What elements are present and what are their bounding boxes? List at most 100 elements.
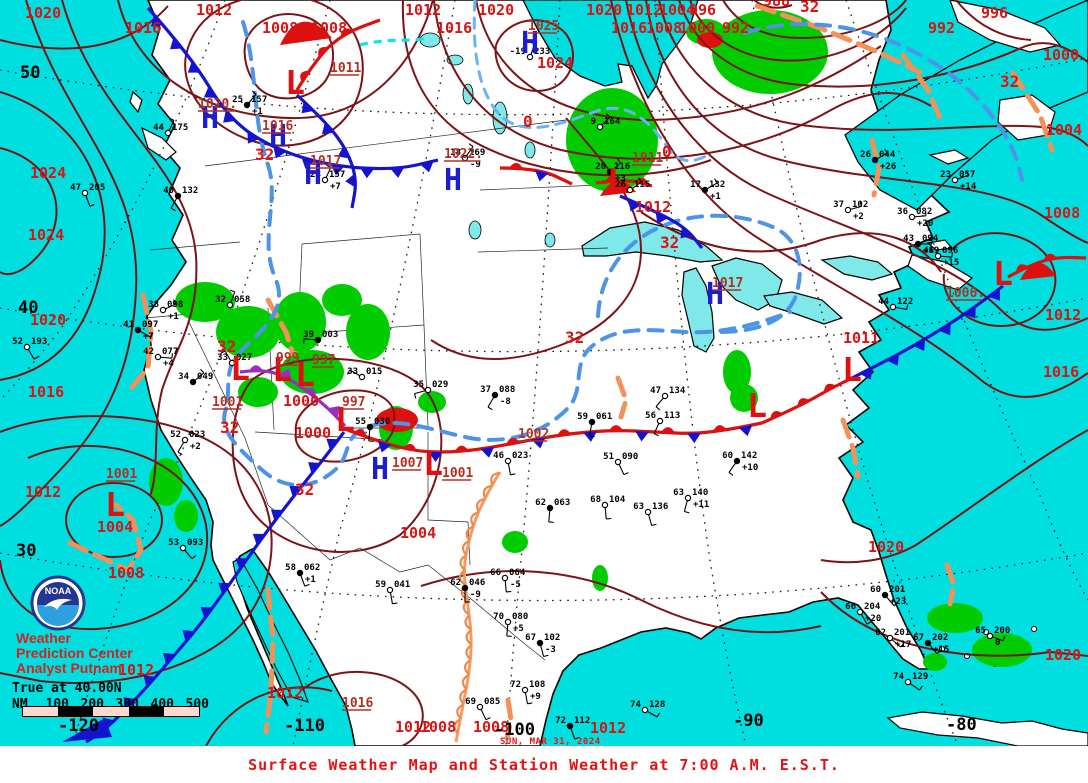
isobar-value-label: 996 bbox=[689, 1, 716, 19]
island-speck bbox=[1031, 626, 1037, 632]
station-plot: 62 063 bbox=[535, 498, 570, 523]
svg-text:37: 37 bbox=[480, 385, 491, 395]
isobar-value-label: 1008 bbox=[420, 718, 456, 736]
warm-front-lobe bbox=[280, 21, 332, 45]
station-plot: 40 132 bbox=[163, 186, 198, 212]
station-plot: 37 088 -8 bbox=[480, 385, 515, 411]
svg-text:+2: +2 bbox=[190, 442, 201, 452]
svg-text:44: 44 bbox=[878, 297, 889, 307]
svg-text:40: 40 bbox=[163, 186, 174, 196]
station-plot: 42 077 +4 bbox=[143, 347, 178, 369]
svg-text:33: 33 bbox=[217, 353, 228, 363]
svg-text:096: 096 bbox=[942, 246, 958, 256]
station-plot: 41 097 +7 bbox=[123, 320, 158, 342]
svg-text:0: 0 bbox=[995, 638, 1000, 648]
isobar-value-label: 1012 bbox=[635, 198, 671, 216]
isobar-line bbox=[184, 0, 364, 147]
low-pressure-symbol: L bbox=[295, 355, 315, 394]
station-plot: 43 094 +19 bbox=[903, 234, 939, 256]
station-plot: 65 200 0 bbox=[975, 626, 1010, 648]
high-pressure-symbol: H bbox=[521, 26, 539, 61]
station-plot: 26 044 +26 bbox=[860, 148, 896, 172]
occluded-front bbox=[239, 365, 347, 428]
isotherm-value-label: 32 bbox=[220, 418, 239, 437]
station-plot: 23 057 +14 bbox=[940, 170, 977, 192]
svg-text:58: 58 bbox=[285, 563, 296, 573]
station-plot: 67 202 +15 bbox=[913, 633, 949, 655]
map-title: Surface Weather Map and Station Weather … bbox=[248, 756, 840, 774]
trough-line bbox=[504, 697, 514, 741]
station-plot: 52 023 +2 bbox=[170, 430, 205, 456]
graticule-line bbox=[0, 0, 226, 401]
state-border bbox=[419, 233, 425, 326]
svg-text:74: 74 bbox=[893, 672, 904, 682]
island bbox=[141, 126, 177, 161]
isobar-value-label: 992 bbox=[722, 19, 749, 37]
center-pressure-label: 1016 bbox=[262, 119, 293, 134]
isobar-value-label: 1020 bbox=[478, 1, 514, 19]
isobar-line bbox=[645, 0, 1088, 244]
trough-line bbox=[263, 587, 276, 735]
trough-line bbox=[67, 502, 144, 573]
svg-text:72: 72 bbox=[510, 680, 521, 690]
station-plot: 37 102 +2 bbox=[833, 200, 868, 222]
svg-text:041: 041 bbox=[394, 580, 410, 590]
svg-text:116: 116 bbox=[614, 162, 630, 172]
svg-text:23: 23 bbox=[940, 170, 951, 180]
cold-front bbox=[85, 431, 346, 744]
station-plot: 63 136 bbox=[633, 502, 668, 527]
dryline-front bbox=[453, 471, 502, 743]
station-plot: 68 104 bbox=[590, 495, 626, 520]
isotherm-value-label: 32 bbox=[217, 337, 236, 356]
island-cuba bbox=[886, 711, 1088, 747]
isobar-value-label: 1016 bbox=[28, 383, 64, 401]
station-plot: 60 201 +23 bbox=[870, 585, 906, 607]
isobar-value-label: 1012 bbox=[196, 1, 232, 19]
hudson-bay bbox=[522, 0, 699, 100]
state-border bbox=[204, 119, 567, 167]
svg-text:41: 41 bbox=[123, 320, 134, 330]
station-plot: 32 058 bbox=[215, 289, 250, 309]
island bbox=[928, 149, 970, 165]
svg-text:68: 68 bbox=[590, 495, 601, 505]
station-plot: 70 080 +5 bbox=[493, 612, 528, 637]
isobar-value-label: 1024 bbox=[28, 226, 64, 244]
stationary-front bbox=[344, 421, 763, 462]
station-plot: 55 030 bbox=[355, 417, 390, 442]
scale-truth-label: True at 40.00N bbox=[12, 681, 122, 696]
trough-line bbox=[944, 562, 957, 607]
station-plot: 44 175 bbox=[153, 117, 188, 137]
station-plot: 72 108 +9 bbox=[510, 680, 545, 705]
svg-text:47: 47 bbox=[70, 183, 81, 193]
isobar-value-label: 1020 bbox=[30, 311, 66, 329]
graticule-layer bbox=[0, 0, 1088, 747]
low-pressure-symbol: L bbox=[230, 349, 250, 388]
isotherm-value-label: 0 bbox=[662, 142, 672, 161]
svg-text:34: 34 bbox=[178, 372, 189, 382]
svg-text:205: 205 bbox=[89, 183, 105, 193]
isobar-line bbox=[420, 570, 822, 634]
svg-text:+19: +19 bbox=[923, 246, 939, 256]
trough-line bbox=[1010, 70, 1055, 153]
svg-text:049: 049 bbox=[197, 372, 213, 382]
svg-text:42: 42 bbox=[143, 347, 154, 357]
isobar-value-label: 1004 bbox=[659, 1, 695, 19]
great-lake bbox=[581, 221, 724, 263]
svg-text:38: 38 bbox=[148, 300, 159, 310]
svg-text:-8: -8 bbox=[500, 397, 511, 407]
svg-text:193: 193 bbox=[31, 337, 47, 347]
center-pressure-label: 1002 bbox=[518, 427, 549, 442]
cold-front bbox=[619, 194, 704, 249]
high-pressure-symbol: H bbox=[304, 157, 322, 192]
svg-text:003: 003 bbox=[322, 330, 338, 340]
svg-text:+9: +9 bbox=[530, 692, 541, 702]
station-plot: 52 193 bbox=[12, 337, 47, 360]
svg-text:046: 046 bbox=[469, 578, 485, 588]
svg-text:+23: +23 bbox=[890, 597, 906, 607]
isobar-line bbox=[753, 0, 793, 9]
isobar-value-label: 1016 bbox=[436, 19, 472, 37]
low-pressure-symbol: L bbox=[842, 350, 862, 389]
svg-text:62: 62 bbox=[535, 498, 546, 508]
svg-text:023: 023 bbox=[189, 430, 205, 440]
